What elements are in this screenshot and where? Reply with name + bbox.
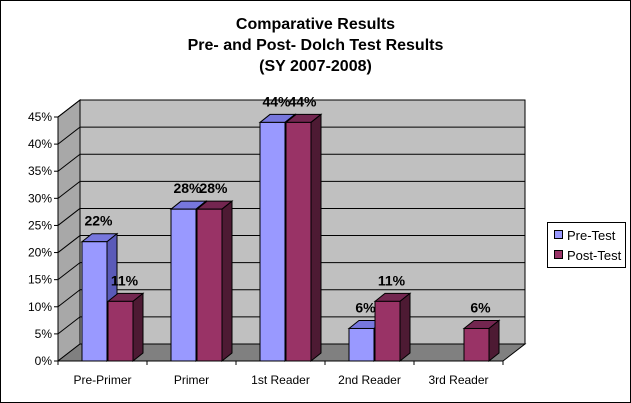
gridline-side xyxy=(57,180,81,199)
gridline-side xyxy=(57,262,81,281)
y-tick-label: 10% xyxy=(28,300,52,314)
bar-side xyxy=(399,292,411,363)
data-label: 6% xyxy=(470,299,491,315)
y-tick-label: 5% xyxy=(35,327,53,341)
chart-title-line-2: Pre- and Post- Dolch Test Results xyxy=(187,37,444,54)
bar-side xyxy=(132,292,144,363)
bar-front xyxy=(463,327,490,362)
y-tick-label: 0% xyxy=(35,354,53,368)
gridline-side xyxy=(57,126,81,145)
bar-post-test-pre-primer xyxy=(106,292,145,363)
x-tick-label: Primer xyxy=(174,373,209,387)
y-tick-label: 40% xyxy=(28,137,52,151)
bar-post-test-2nd-reader xyxy=(373,292,412,363)
y-tick-label: 45% xyxy=(28,110,52,124)
legend-item-post-test: Post-Test xyxy=(554,248,621,264)
legend-swatch-pre-test xyxy=(554,230,563,239)
bar-post-test-primer xyxy=(195,200,234,363)
bar-front xyxy=(170,208,197,362)
legend-swatch-post-test xyxy=(554,250,563,259)
gridline-side xyxy=(57,208,81,226)
bar-post-test-1st-reader xyxy=(284,113,323,363)
chart-title: Comparative Results Pre- and Post- Dolch… xyxy=(0,14,631,77)
y-tick-label: 20% xyxy=(28,246,52,260)
legend-item-pre-test: Pre-Test xyxy=(554,228,615,244)
bar-side xyxy=(310,113,322,363)
bar-front xyxy=(196,208,223,362)
y-tick-label: 25% xyxy=(28,218,52,232)
gridline-side xyxy=(57,316,81,335)
legend: Pre-Test Post-Test xyxy=(547,222,626,268)
bar-front xyxy=(107,300,134,362)
y-tick-label: 15% xyxy=(28,273,52,287)
x-tick-label: 1st Reader xyxy=(251,373,310,387)
chart-title-line-1: Comparative Results xyxy=(235,16,396,33)
gridline-side xyxy=(57,235,81,253)
gridline-side xyxy=(57,99,81,118)
bar-post-test-3rd-reader xyxy=(462,319,501,363)
legend-label-post-test: Post-Test xyxy=(567,248,622,263)
bar-front xyxy=(81,241,108,362)
legend-label-pre-test: Pre-Test xyxy=(567,228,616,243)
x-tick-label: Pre-Primer xyxy=(73,373,131,387)
data-label: 28% xyxy=(173,180,202,196)
x-tick-label: 2nd Reader xyxy=(338,373,401,387)
bar-front xyxy=(285,121,312,362)
y-tick-label: 30% xyxy=(28,191,52,205)
data-label: 22% xyxy=(84,213,113,229)
gridline-side xyxy=(57,153,81,172)
data-label: 11% xyxy=(378,272,406,288)
data-label: 44% xyxy=(288,93,317,109)
bar-front xyxy=(348,327,375,362)
bar-side xyxy=(221,200,233,363)
chart-title-line-3: (SY 2007-2008) xyxy=(259,58,372,75)
bar-front xyxy=(259,121,286,362)
data-label: 44% xyxy=(262,93,291,109)
data-label: 28% xyxy=(199,180,228,196)
data-label: 6% xyxy=(355,299,376,315)
x-tick-label: 3rd Reader xyxy=(428,373,488,387)
data-label: 11% xyxy=(111,272,139,288)
y-tick-label: 35% xyxy=(28,164,52,178)
gridline-side xyxy=(57,289,81,308)
bar-front xyxy=(374,300,401,362)
chart-side-wall xyxy=(57,98,81,363)
